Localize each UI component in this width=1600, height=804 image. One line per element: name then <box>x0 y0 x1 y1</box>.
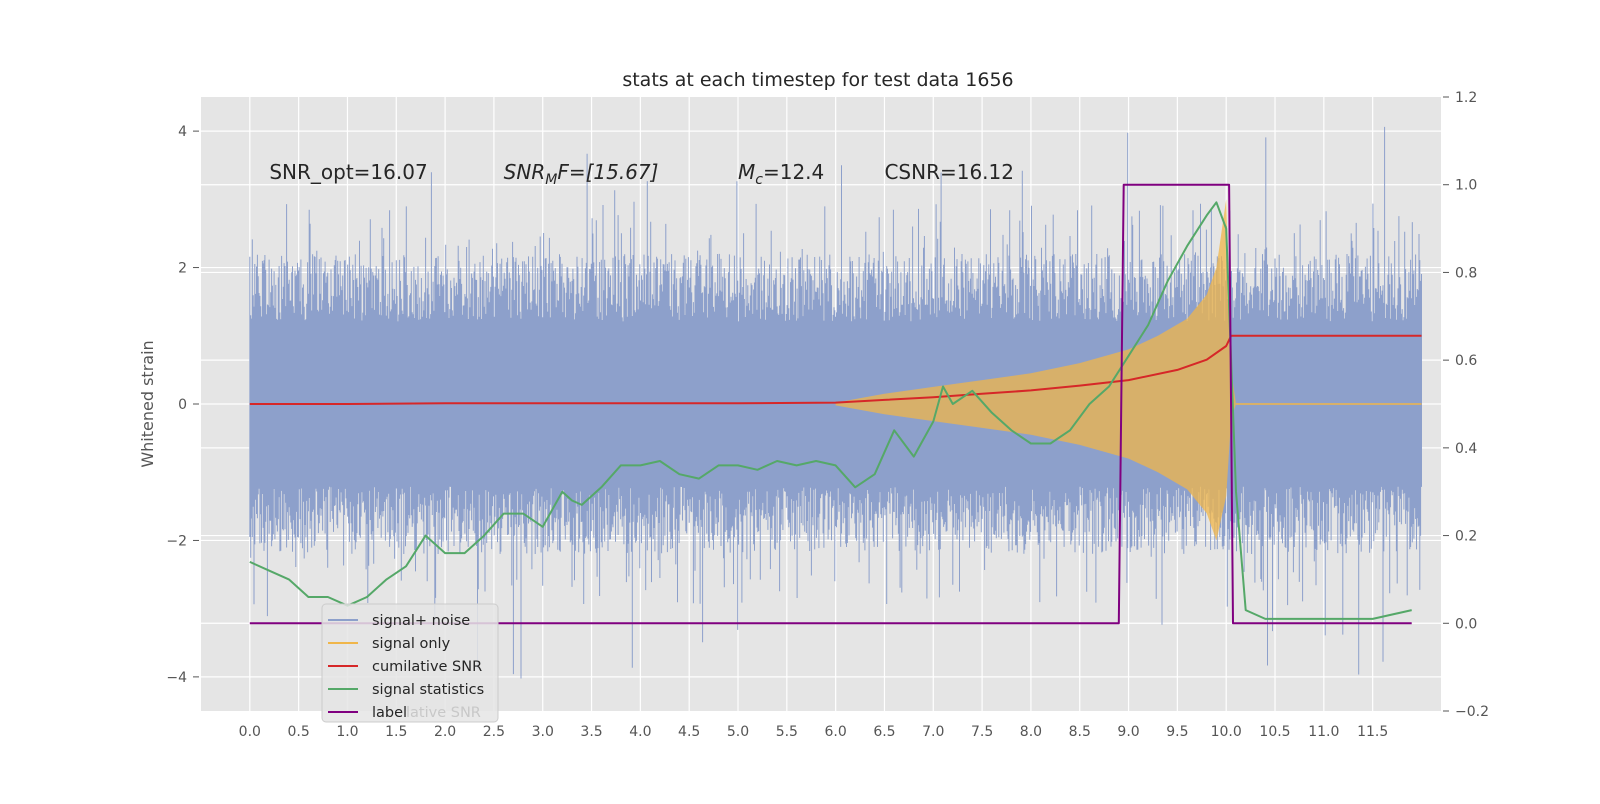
y2-tick-label: 0.8 <box>1455 265 1477 281</box>
y-tick-label: −2 <box>166 533 187 549</box>
x-tick-label: 6.5 <box>873 724 895 740</box>
x-tick-label: 0.0 <box>239 724 261 740</box>
y2-tick-label: 0.4 <box>1455 441 1477 457</box>
y-tick-label: 2 <box>178 261 187 277</box>
x-tick-label: 10.0 <box>1211 724 1242 740</box>
axes: 0.0 0.5 1.0 1.5 2.0 2.5 3.0 3.5 4.0 4.5 5.0 5.5 6.0 6… <box>166 90 1489 740</box>
x-tick-label: 9.5 <box>1166 724 1188 740</box>
legend: lative SNR signal+ noise signal only cumila… <box>321 603 499 723</box>
signal-only-envelope <box>835 199 1236 541</box>
x-tick-label: 10.5 <box>1259 724 1290 740</box>
series-signal-only <box>835 199 1422 541</box>
annotations: SNR_opt=16.07 SNRMF=[15.67] Mc=12.4 CSNR=16… <box>269 160 1014 188</box>
y-tick-label: −4 <box>166 670 187 686</box>
x-tick-label: 8.5 <box>1069 724 1091 740</box>
y-tick-label: 0 <box>178 397 187 413</box>
legend-label-signal-only: signal only <box>372 636 451 652</box>
y2-tick-label: 1.0 <box>1455 178 1477 194</box>
x-tick-label: 9.0 <box>1117 724 1139 740</box>
x-tick-label: 2.5 <box>483 724 505 740</box>
annotation-3: Mc=12.4 <box>738 160 824 188</box>
x-tick-label: 4.0 <box>629 724 651 740</box>
series-cumilative-snr <box>249 334 1422 405</box>
series-lines <box>249 183 1422 625</box>
x-tick-label: 8.0 <box>1020 724 1042 740</box>
annotation-1: SNR_opt=16.07 <box>269 160 427 184</box>
annotation-4: CSNR=16.12 <box>884 160 1014 184</box>
y-axis-label: Whitened strain <box>138 340 157 467</box>
chart-title: stats at each timestep for test data 165… <box>622 69 1013 91</box>
x-tick-label: 1.5 <box>385 724 407 740</box>
y2-tick-label: 0.6 <box>1455 353 1477 369</box>
legend-box <box>321 603 499 723</box>
legend-label-label: label <box>372 705 407 721</box>
legend-label-signal-noise: signal+ noise <box>372 613 470 629</box>
x-tick-label: 4.5 <box>678 724 700 740</box>
x-tick-label: 1.0 <box>336 724 358 740</box>
x-tick-label: 11.0 <box>1308 724 1339 740</box>
annotation-2: SNRMF=[15.67] <box>504 160 659 188</box>
x-tick-label: 3.5 <box>580 724 602 740</box>
x-tick-label: 2.0 <box>434 724 456 740</box>
x-tick-label: 0.5 <box>288 724 310 740</box>
series-signal-statistics <box>249 201 1412 620</box>
y-tick-label: 4 <box>178 124 187 140</box>
x-tick-label: 7.0 <box>922 724 944 740</box>
x-tick-label: 5.5 <box>776 724 798 740</box>
legend-label-signal-statistics: signal statistics <box>372 682 484 698</box>
x-tick-label: 5.0 <box>727 724 749 740</box>
y2-tick-label: 0.2 <box>1455 529 1477 545</box>
series-label <box>249 183 1412 625</box>
x-tick-label: 11.5 <box>1357 724 1388 740</box>
x-tick-label: 3.0 <box>532 724 554 740</box>
y2-tick-label: 0.0 <box>1455 616 1477 632</box>
legend-label-cumilative-snr: cumilative SNR <box>372 659 482 675</box>
y2-tick-label: −0.2 <box>1455 704 1489 720</box>
x-tick-label: 6.0 <box>825 724 847 740</box>
y2-tick-label: 1.2 <box>1455 90 1477 106</box>
x-tick-label: 7.5 <box>971 724 993 740</box>
legend-overlap-text: lative SNR <box>406 705 481 721</box>
